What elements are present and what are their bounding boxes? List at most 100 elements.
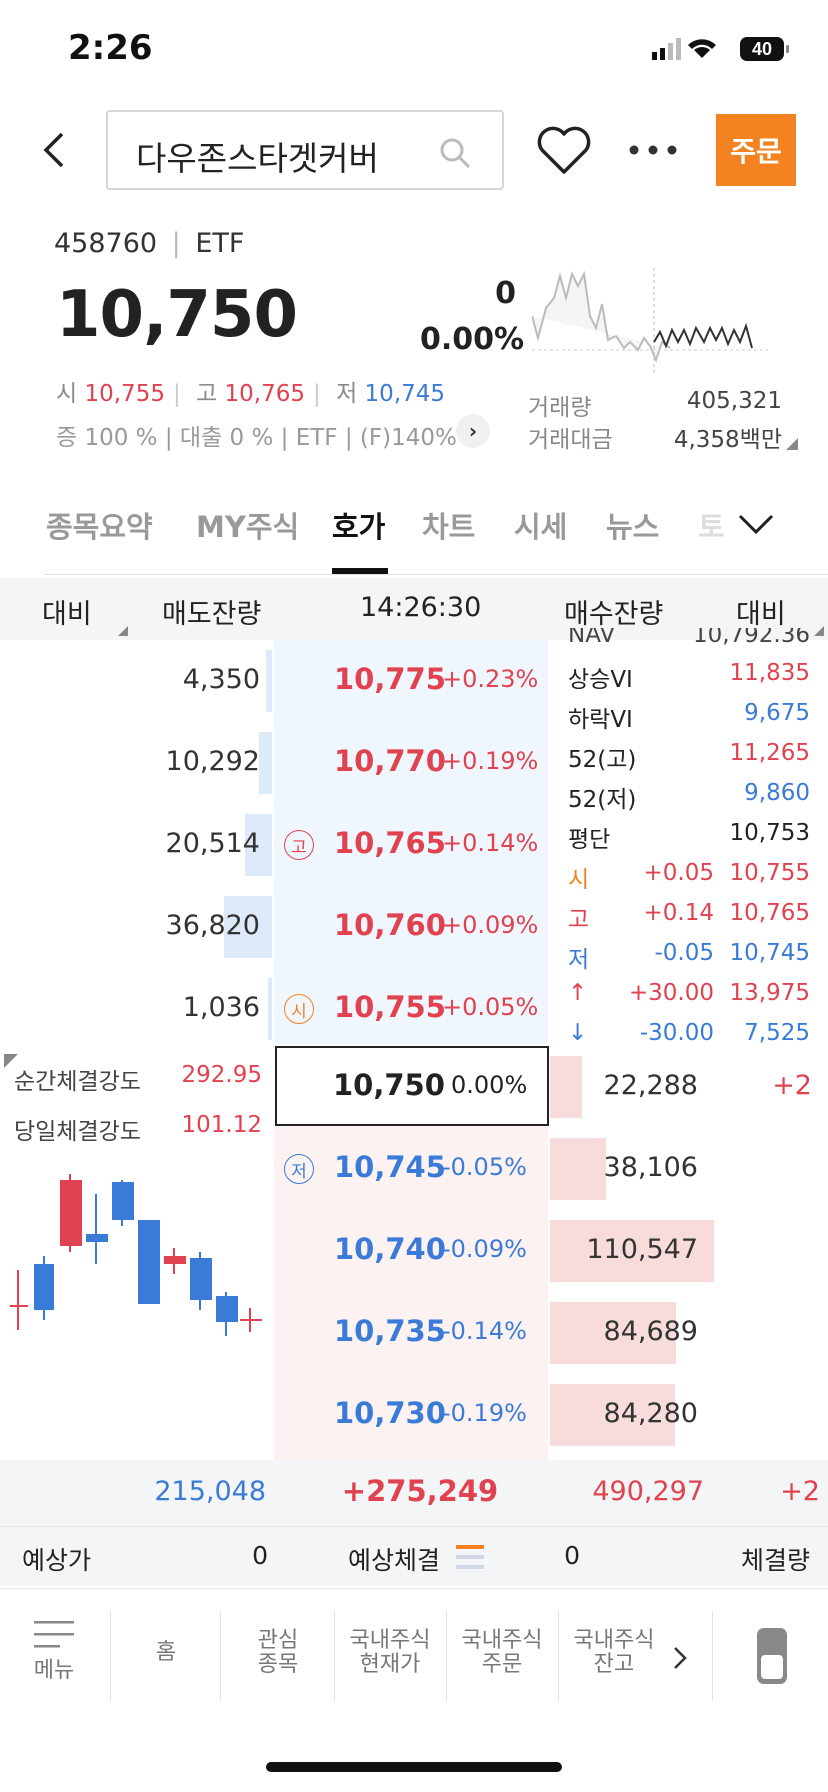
ask-pct: +0.19% [442, 747, 539, 775]
list-icon[interactable] [456, 1543, 484, 1571]
expected-price-label: 예상가 [22, 1546, 92, 1575]
home-indicator [266, 1762, 562, 1772]
current-price: 10,750 [56, 278, 298, 352]
price-change: 0 [495, 276, 516, 311]
phone-icon[interactable] [756, 1627, 788, 1685]
ask-price: 10,775 [334, 662, 446, 696]
badge-low-icon: 저 [284, 1154, 314, 1184]
header-diff-left[interactable]: 대비 [42, 599, 92, 630]
stock-code: 458760 [54, 228, 158, 259]
bid-price-row[interactable]: 10,740 -0.09% [274, 1210, 548, 1292]
bid-price-column [274, 1126, 548, 1460]
badge-open-icon: 시 [284, 994, 314, 1024]
menu-label: 메뉴 [33, 1658, 75, 1683]
intraday-sparkline[interactable] [532, 268, 768, 374]
bid-price: 10,745 [334, 1150, 446, 1184]
ask-pct: +0.14% [442, 829, 539, 857]
expected-match-label[interactable]: 예상체결 [348, 1546, 441, 1575]
ask-volume-bar [259, 732, 272, 794]
volume-toggle[interactable]: 체결량 [740, 1546, 810, 1575]
total-bid-diff: +2 [780, 1476, 820, 1507]
header-diff-right[interactable]: 대비 [736, 599, 786, 630]
orderbook-header: 대비 매도잔량 14:26:30 매수잔량 대비 [0, 578, 828, 640]
bid-price: 10,740 [334, 1232, 446, 1266]
ask-price-row[interactable]: 10,770 +0.19% [274, 722, 548, 804]
ask-qty: 10,292 [165, 746, 260, 777]
current-row-pct: 0.00% [451, 1071, 528, 1099]
order-button[interactable]: 주문 [716, 114, 796, 186]
ask-qty: 36,820 [165, 910, 260, 941]
bid-price-row[interactable]: 10,735 -0.14% [274, 1292, 548, 1374]
tab-my-stock[interactable]: MY주식 [196, 510, 300, 544]
expected-price-value: 0 [252, 1541, 268, 1570]
bid-qty: 84,689 [603, 1316, 698, 1347]
ask-pct: +0.23% [442, 665, 539, 693]
bottom-nav: 메뉴 홈 관심 종목 국내주식 현재가 국내주식 주문 국내주식 잔고 [0, 1588, 828, 1718]
ask-price-column [274, 640, 548, 1044]
nav-home[interactable]: 홈 [155, 1640, 177, 1665]
candle [86, 1194, 108, 1264]
nav-domestic-order[interactable]: 국내주식 주문 [461, 1628, 543, 1677]
ask-pct: +0.09% [442, 911, 539, 939]
bid-price-row[interactable]: 10,730 -0.19% [274, 1374, 548, 1456]
candle [10, 1270, 28, 1330]
tab-news[interactable]: 뉴스 [606, 510, 660, 544]
search-input[interactable]: 다우존스타겟커버 [106, 110, 504, 190]
tab-orderbook[interactable]: 호가 [332, 510, 386, 544]
bid-qty: 110,547 [586, 1234, 698, 1265]
ask-volume-bar [245, 814, 272, 876]
badge-high-icon: 고 [284, 830, 314, 860]
bid-pct: -0.05% [442, 1153, 527, 1181]
search-icon [440, 138, 471, 169]
ask-price: 10,760 [334, 908, 446, 942]
stock-type: ETF [195, 228, 245, 259]
volume-value: 405,321 [686, 388, 782, 414]
ask-price-row[interactable]: 10,760 +0.09% [274, 886, 548, 968]
heart-icon[interactable] [536, 126, 592, 176]
tab-quotes[interactable]: 시세 [514, 510, 568, 544]
bid-pct: -0.14% [442, 1317, 527, 1345]
total-diff: +275,249 [341, 1474, 499, 1508]
candle [34, 1256, 54, 1320]
back-button[interactable] [36, 130, 76, 170]
nav-domestic-price[interactable]: 국내주식 현재가 [349, 1628, 431, 1677]
bid-volume-bar [550, 1138, 606, 1200]
ask-price-row[interactable]: 10,755 +0.05% 시 [274, 968, 548, 1050]
status-icons: 40 [652, 37, 789, 61]
low-price: 10,745 [364, 381, 446, 407]
status-time: 2:26 [68, 28, 153, 68]
menu-button[interactable]: 메뉴 [24, 1619, 84, 1683]
nav-domestic-balance[interactable]: 국내주식 잔고 [573, 1628, 655, 1677]
current-price-row[interactable]: 10,750 0.00% [275, 1046, 549, 1126]
chevron-down-icon[interactable] [736, 508, 776, 538]
candle [240, 1308, 262, 1332]
ask-price-row[interactable]: 10,765 +0.14% 고 [274, 804, 548, 886]
candle [60, 1174, 82, 1252]
corner-marker-icon [4, 1054, 18, 1068]
ask-qty: 1,036 [182, 992, 260, 1023]
chevron-right-icon[interactable] [672, 1645, 688, 1671]
nav-watchlist[interactable]: 관심 종목 [257, 1628, 299, 1677]
tab-bar: 종목요약 MY주식 호가 차트 시세 뉴스 토 [44, 498, 828, 578]
ask-volume-bar [268, 978, 272, 1040]
header-bid-qty: 매수잔량 [564, 599, 664, 630]
ask-pct: +0.05% [442, 993, 539, 1021]
tab-discussion[interactable]: 토 [698, 510, 725, 544]
search-value: 다우존스타겟커버 [136, 139, 379, 178]
tab-chart[interactable]: 차트 [422, 510, 476, 544]
tab-summary[interactable]: 종목요약 [46, 510, 153, 544]
bid-volume-bar [550, 1220, 714, 1282]
expected-row: 예상가 0 예상체결 0 체결량 [0, 1526, 828, 1586]
ask-volume-bar [266, 650, 272, 712]
bid-price-row[interactable]: 10,745 -0.05% 저 [274, 1128, 548, 1210]
ask-volume-bar [224, 896, 272, 958]
chevron-right-icon[interactable]: › [456, 414, 490, 448]
bid-volume-bar [550, 1302, 676, 1364]
bid-price: 10,730 [334, 1396, 446, 1430]
ask-price-row[interactable]: 10,775 +0.23% [274, 640, 548, 722]
ohl-summary: 시 10,755 | 고 10,765 | 저 10,745 [56, 381, 446, 407]
battery-level: 40 [752, 39, 772, 59]
mini-candle-chart[interactable] [4, 1160, 268, 1360]
more-icon[interactable] [628, 140, 678, 160]
current-row-price: 10,750 [333, 1068, 445, 1102]
